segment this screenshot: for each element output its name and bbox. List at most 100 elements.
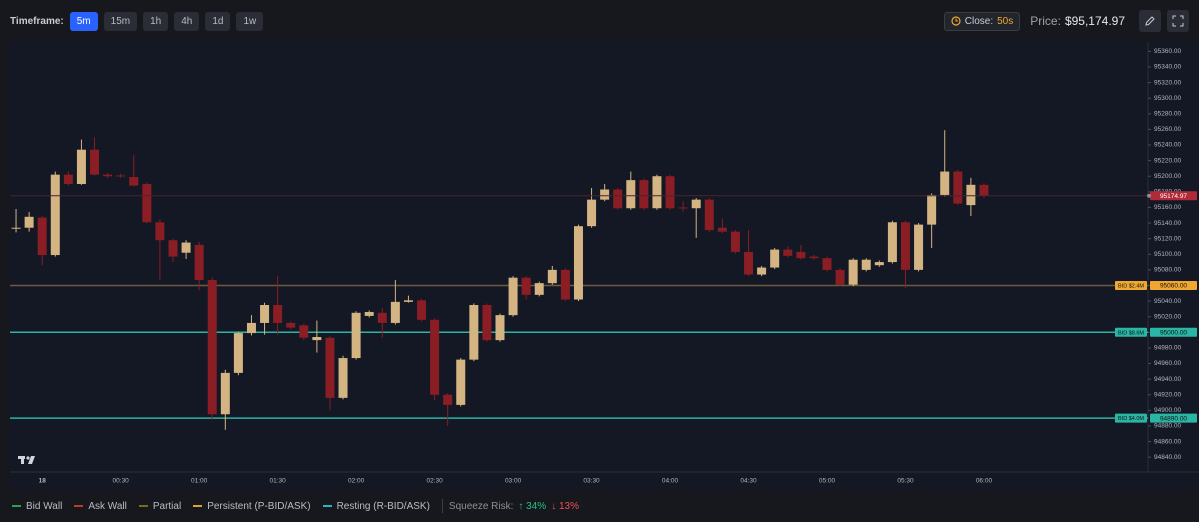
candle-body — [547, 269, 557, 284]
candle-body — [364, 312, 374, 316]
candle-body — [966, 184, 976, 206]
timeframe-button[interactable]: 5m — [69, 11, 98, 31]
candle-body — [744, 251, 754, 275]
candle-body — [325, 337, 335, 398]
price-label: Price: — [1030, 14, 1061, 28]
candle-body — [299, 325, 309, 338]
last-price-dot — [1147, 193, 1151, 198]
x-tick-label: 04:00 — [662, 478, 679, 485]
candle-body — [560, 269, 570, 300]
candle-body — [822, 258, 832, 270]
candle-body — [900, 222, 910, 270]
y-tick-label: 95080.00 — [1154, 267, 1181, 274]
candle-body — [63, 174, 73, 185]
price-value: $95,174.97 — [1064, 14, 1125, 28]
candle-body — [390, 301, 400, 323]
expand-icon — [1172, 15, 1184, 27]
candle-body — [417, 300, 427, 320]
legend-items: Bid Wall Ask Wall Partial Persistent (P-BID… — [12, 501, 442, 512]
candle-body — [927, 194, 937, 225]
candle-body — [260, 304, 270, 323]
level-price-box — [1150, 413, 1197, 423]
candle-body — [796, 251, 806, 259]
y-tick-label: 94920.00 — [1154, 391, 1181, 398]
candle-body — [76, 149, 86, 185]
y-tick-label: 95300.00 — [1154, 95, 1181, 102]
x-tick-label: 02:00 — [348, 478, 365, 485]
clock-icon — [951, 16, 961, 26]
candle-body — [953, 171, 963, 204]
candle-body — [155, 222, 165, 241]
candle-body — [809, 256, 819, 259]
candle-body — [521, 277, 531, 295]
candle-body — [11, 227, 21, 229]
timeframe-label: Timeframe: — [10, 15, 64, 27]
candle-body — [50, 174, 60, 256]
timeframe-button[interactable]: 15m — [103, 11, 138, 31]
candle-body — [613, 189, 623, 209]
candle-body — [24, 216, 34, 228]
candle-body — [730, 231, 740, 252]
pencil-icon — [1145, 16, 1155, 26]
toolbar-right: Close: 50s Price: $95,174.97 — [943, 10, 1189, 32]
x-tick-label: 04:30 — [740, 478, 757, 485]
level-price-box — [1150, 280, 1197, 290]
candle-body — [861, 259, 871, 270]
candle-body — [835, 269, 845, 285]
legend-item: Resting (R-BID/ASK) — [322, 501, 430, 512]
candle-body — [691, 199, 701, 209]
tv-logo — [18, 456, 35, 464]
candle-body — [286, 322, 296, 328]
timeframe-button[interactable]: 1d — [205, 11, 231, 31]
candle-body — [979, 184, 989, 196]
chart: 94840.00 94860.00 94880.00 94900.00 94920.00… — [10, 42, 1199, 490]
y-tick-label: 95280.00 — [1154, 111, 1181, 118]
edit-button[interactable] — [1139, 10, 1161, 32]
x-tick-label: 18 — [39, 478, 47, 485]
legend: Bid Wall Ask Wall Partial Persistent (P-BID… — [0, 490, 1199, 522]
legend-item: Bid Wall — [12, 501, 62, 512]
y-tick-label: 95160.00 — [1154, 204, 1181, 211]
candle-body — [717, 227, 727, 232]
timeframe-button[interactable]: 1h — [143, 11, 169, 31]
y-tick-label: 95320.00 — [1154, 79, 1181, 86]
y-tick-label: 95120.00 — [1154, 235, 1181, 242]
candle-body — [508, 277, 518, 316]
candle-body — [482, 304, 492, 341]
x-tick-label: 00:30 — [113, 478, 130, 485]
level-tag-name: BID $2.4M — [1118, 283, 1144, 289]
fullscreen-button[interactable] — [1167, 10, 1189, 32]
legend-swatch — [322, 505, 332, 507]
close-value: 50s — [997, 15, 1014, 27]
close-label: Close: — [964, 15, 994, 27]
candle-body — [874, 262, 884, 266]
candle-body — [181, 242, 191, 253]
candle-body — [377, 312, 387, 323]
candle-body — [940, 171, 950, 195]
timeframe-button[interactable]: 1w — [236, 11, 264, 31]
x-tick-label: 02:30 — [426, 478, 443, 485]
candle-body — [116, 175, 126, 177]
y-tick-label: 94900.00 — [1154, 407, 1181, 414]
candle-body — [351, 312, 361, 359]
candle-body — [129, 177, 139, 186]
x-tick-label: 03:00 — [505, 478, 522, 485]
candle-body — [233, 333, 243, 373]
candle-body — [443, 394, 453, 405]
candle-body — [403, 300, 413, 302]
price-axis-background — [1148, 42, 1199, 472]
squeeze-down: ↓ 13% — [551, 500, 579, 512]
candle-body — [587, 199, 597, 227]
candle-body — [273, 304, 283, 323]
y-tick-label: 95360.00 — [1154, 48, 1181, 55]
x-tick-label: 01:00 — [191, 478, 208, 485]
y-tick-label: 95040.00 — [1154, 298, 1181, 305]
candle-body — [665, 176, 675, 209]
time-axis-background — [10, 472, 1199, 490]
legend-swatch — [74, 505, 84, 507]
legend-swatch — [193, 505, 203, 507]
x-tick-label: 01:30 — [269, 478, 286, 485]
timeframe-button[interactable]: 4h — [174, 11, 200, 31]
candle-body — [600, 189, 610, 200]
legend-item: Partial — [138, 501, 181, 512]
